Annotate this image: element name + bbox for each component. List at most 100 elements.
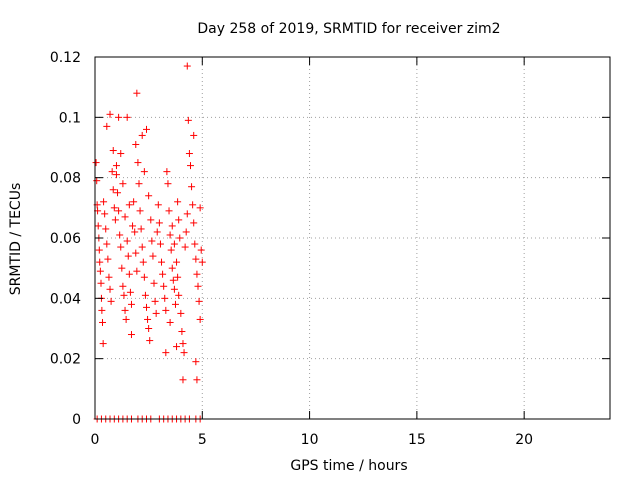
data-point [146, 337, 154, 345]
data-point [112, 162, 120, 170]
data-point [164, 180, 172, 188]
data-point [190, 131, 198, 139]
data-point [117, 243, 125, 251]
data-point [105, 273, 113, 281]
data-point [125, 201, 133, 209]
data-point [179, 376, 187, 384]
data-point [101, 210, 109, 218]
data-point [96, 267, 104, 275]
data-point [99, 318, 107, 326]
data-point [175, 216, 183, 224]
data-point [106, 285, 114, 293]
data-point [169, 276, 177, 284]
data-point [119, 282, 127, 290]
data-point [94, 222, 102, 230]
data-point [140, 273, 148, 281]
data-point [189, 201, 197, 209]
data-point [129, 222, 137, 230]
data-point [177, 309, 185, 317]
x-tick-label: 5 [198, 432, 207, 448]
data-point [127, 331, 135, 339]
data-point [99, 340, 107, 348]
chart-title: Day 258 of 2019, SRMTID for receiver zim… [197, 21, 500, 37]
data-point [196, 204, 204, 212]
data-point [145, 192, 153, 200]
data-point [171, 300, 179, 308]
data-point [150, 279, 158, 287]
data-point [185, 150, 193, 158]
data-point [192, 255, 200, 263]
data-point [102, 225, 110, 233]
data-point [192, 358, 200, 366]
data-point [195, 297, 203, 305]
data-point [149, 252, 157, 260]
data-point [160, 282, 168, 290]
data-point [182, 228, 190, 236]
x-axis-label: GPS time / hours [290, 458, 407, 474]
data-point [138, 243, 146, 251]
data-point [107, 297, 115, 305]
data-point [190, 219, 198, 227]
tick-marks [94, 56, 610, 420]
data-point [197, 246, 205, 254]
x-tick-label: 0 [91, 432, 100, 448]
data-point [117, 150, 125, 158]
data-point [183, 62, 191, 70]
data-point [158, 258, 166, 266]
x-tick-labels: 0 5 10 15 20 [91, 432, 534, 448]
x-tick-label: 15 [408, 432, 426, 448]
data-point [120, 291, 128, 299]
data-point [140, 168, 148, 176]
data-point [151, 297, 159, 305]
data-point [132, 140, 140, 148]
data-point [148, 237, 156, 245]
data-point [194, 282, 202, 290]
data-point [196, 315, 204, 323]
data-point [174, 273, 182, 281]
data-point [121, 213, 129, 221]
data-point [163, 168, 171, 176]
data-point [114, 189, 122, 197]
data-point [191, 240, 199, 248]
y-tick-label: 0.04 [50, 291, 81, 307]
data-point [115, 207, 123, 215]
data-point [100, 198, 108, 206]
data-point [154, 201, 162, 209]
data-point [97, 279, 105, 287]
data-point [125, 270, 133, 278]
y-tick-label: 0.02 [50, 352, 81, 368]
data-point [109, 186, 117, 194]
data-point [165, 207, 173, 215]
data-point [168, 222, 176, 230]
data-point [167, 246, 175, 254]
data-point [153, 228, 161, 236]
data-point [137, 225, 145, 233]
data-point [139, 258, 147, 266]
data-point [193, 376, 201, 384]
data-point [183, 210, 191, 218]
data-point [135, 180, 143, 188]
grid-lines [95, 57, 610, 419]
data-point [133, 89, 141, 97]
data-point [106, 110, 114, 118]
data-point [174, 198, 182, 206]
data-point [193, 270, 201, 278]
data-point [116, 231, 124, 239]
data-point [123, 113, 131, 121]
x-tick-label: 10 [301, 432, 319, 448]
data-point [179, 340, 187, 348]
data-point [93, 177, 101, 185]
y-tick-label: 0 [72, 412, 81, 428]
data-point [126, 288, 134, 296]
data-point [118, 264, 126, 272]
data-point [145, 325, 153, 332]
data-point [103, 122, 111, 130]
data-point [143, 125, 150, 133]
data-point [155, 219, 163, 227]
data-point [161, 294, 169, 302]
y-axis-label: SRMTID / TECUs [8, 183, 24, 296]
data-point [156, 240, 164, 248]
data-point [133, 267, 141, 275]
data-point [162, 349, 170, 357]
